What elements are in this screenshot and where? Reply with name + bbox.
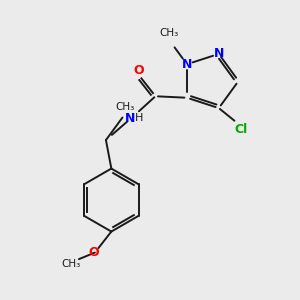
Text: H: H	[135, 113, 144, 123]
Text: CH₃: CH₃	[159, 28, 178, 38]
Text: N: N	[214, 47, 224, 60]
Text: CH₃: CH₃	[115, 102, 134, 112]
Text: CH₃: CH₃	[61, 259, 80, 269]
Text: O: O	[134, 64, 144, 77]
Text: Cl: Cl	[235, 123, 248, 136]
Text: O: O	[88, 246, 99, 259]
Text: N: N	[182, 58, 192, 71]
Text: N: N	[125, 112, 135, 125]
